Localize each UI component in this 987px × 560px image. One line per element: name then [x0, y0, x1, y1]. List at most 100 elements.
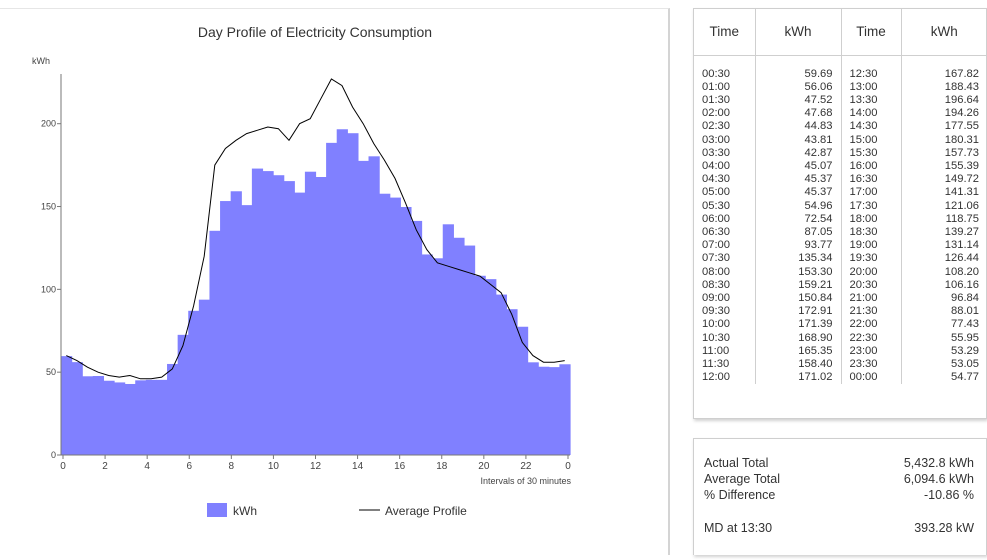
kwh-cell: 131.14 — [900, 239, 987, 253]
kwh-cell: 77.43 — [900, 318, 987, 332]
time-cell: 10:30 — [702, 331, 730, 344]
chart-title: Day Profile of Electricity Consumption — [198, 24, 432, 40]
kwh-cell: 96.84 — [900, 291, 987, 306]
kwh-cell: 167.82 — [900, 55, 987, 81]
bar — [283, 181, 295, 456]
kwh-cell: 43.81 — [754, 133, 841, 147]
kwh-cell: 59.69 — [754, 55, 841, 81]
table-row: 11:00 165.35 23:00 53.29 — [694, 344, 987, 358]
bar — [114, 382, 126, 455]
readings-table-panel: Time kWh Time kWh 00:30 59.69 12:30 167.82 0… — [693, 8, 987, 419]
table-row: 03:30 42.87 15:30 157.73 — [694, 146, 987, 160]
bar — [220, 201, 232, 455]
x-tick-label: 0 — [565, 461, 571, 472]
y-tick-label: 150 — [41, 202, 56, 212]
time-cell: 16:00 — [840, 159, 901, 174]
actual-total-row: Actual Total 5,432.8 kWh — [704, 455, 974, 471]
kwh-cell: 56.06 — [754, 80, 841, 94]
kwh-cell: 157.73 — [900, 146, 987, 160]
percent-difference-label: % Difference — [704, 488, 776, 502]
x-tick-label: 22 — [520, 461, 532, 472]
kwh-cell: 121.06 — [900, 199, 987, 213]
bar — [368, 156, 380, 455]
bar — [177, 334, 189, 455]
time-cell: 04:30 — [702, 173, 730, 186]
bar — [124, 383, 136, 455]
kwh-cell: 180.31 — [900, 133, 987, 147]
table-row: 08:30 159.21 20:30 106.16 — [694, 278, 987, 292]
kwh-cell: 45.37 — [754, 173, 841, 187]
bar — [262, 171, 274, 455]
time-cell: 02:30 — [702, 120, 730, 133]
kwh-cell: 45.37 — [754, 186, 841, 200]
x-tick-label: 4 — [144, 461, 150, 472]
table-row: 04:00 45.07 16:00 155.39 — [694, 159, 987, 174]
y-tick-label: 100 — [41, 284, 56, 294]
kwh-cell: 188.43 — [900, 80, 987, 94]
time-cell: 13:00 — [840, 80, 901, 94]
bar — [315, 177, 327, 456]
bar — [432, 258, 444, 455]
time-cell: 05:30 — [702, 199, 730, 212]
bar — [326, 142, 338, 455]
kwh-cell: 159.21 — [754, 278, 841, 292]
bar — [442, 224, 454, 455]
time-cell: 20:30 — [840, 278, 901, 292]
table-row: 11:30 158.40 23:30 53.05 — [694, 357, 987, 372]
table-row: 06:30 87.05 18:30 139.27 — [694, 225, 987, 240]
percent-difference-value: -10.86 % — [923, 488, 974, 502]
kwh-cell: 126.44 — [900, 252, 987, 266]
time-cell: 15:00 — [840, 133, 901, 147]
time-cell: 02:00 — [702, 107, 730, 120]
table-row: 00:30 59.69 12:30 167.82 — [694, 55, 987, 81]
time-cell: 14:30 — [840, 120, 901, 134]
max-demand-value: 393.28 kW — [914, 521, 974, 535]
header-time-2: Time — [840, 9, 901, 56]
time-cell: 07:00 — [702, 239, 730, 252]
bar — [389, 197, 401, 456]
time-cell: 08:30 — [702, 278, 730, 291]
header-time-1: Time — [694, 9, 755, 56]
kwh-cell: 53.05 — [900, 357, 987, 372]
time-cell: 10:00 — [702, 318, 730, 331]
bar — [167, 363, 179, 455]
day-profile-chart: Day Profile of Electricity Consumption k… — [32, 24, 571, 518]
time-cell: 01:30 — [702, 93, 730, 106]
bar — [61, 356, 73, 455]
kwh-cell: 150.84 — [754, 291, 841, 306]
kwh-cell: 194.26 — [900, 107, 987, 121]
table-row: 05:30 54.96 17:30 121.06 — [694, 199, 987, 213]
time-cell: 11:00 — [702, 344, 730, 357]
bar — [82, 376, 94, 455]
time-cell: 17:30 — [840, 199, 901, 213]
kwh-cell: 171.02 — [754, 371, 841, 385]
legend-swatch-kwh — [207, 503, 227, 517]
legend-label-kwh: kWh — [233, 504, 257, 518]
bar — [559, 364, 571, 455]
time-cell: 12:00 — [702, 371, 730, 384]
time-cell: 13:30 — [840, 93, 901, 108]
kwh-cell: 54.77 — [900, 371, 987, 385]
bar — [453, 237, 465, 455]
kwh-cell: 42.87 — [754, 146, 841, 160]
bar — [400, 206, 412, 455]
x-tick-label: 0 — [60, 461, 66, 472]
time-cell: 18:00 — [840, 212, 901, 226]
bar — [294, 192, 306, 455]
kwh-cell: 44.83 — [754, 120, 841, 134]
bar — [251, 168, 264, 455]
time-cell: 20:00 — [840, 265, 901, 279]
x-tick-label: 6 — [186, 461, 192, 472]
time-cell: 03:30 — [702, 146, 730, 159]
time-cell: 07:30 — [702, 252, 730, 265]
kwh-cell: 139.27 — [900, 225, 987, 240]
bar — [92, 376, 105, 455]
x-tick-label: 8 — [229, 461, 235, 472]
kwh-cell: 88.01 — [900, 305, 987, 319]
x-tick-label: 12 — [310, 461, 322, 472]
bar — [410, 220, 423, 455]
table-row: 03:00 43.81 15:00 180.31 — [694, 133, 987, 147]
time-cell: 00:30 — [702, 67, 730, 80]
bar — [527, 362, 539, 455]
time-cell: 16:30 — [840, 173, 901, 187]
